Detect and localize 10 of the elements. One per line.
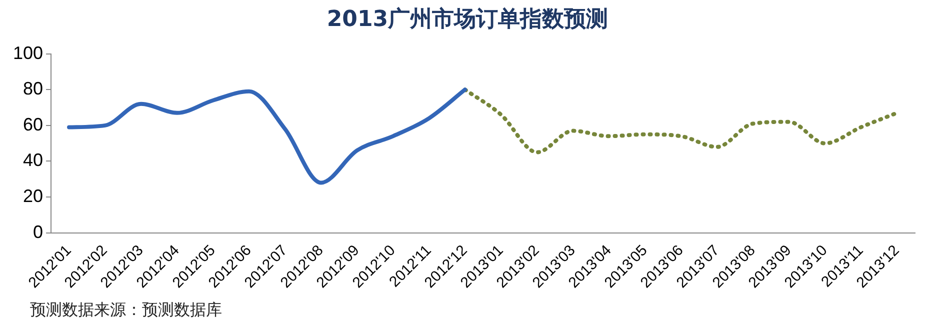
line-series bbox=[67, 88, 468, 185]
y-tick-label: 20 bbox=[23, 186, 44, 206]
y-tick-label: 80 bbox=[23, 78, 44, 99]
chart-title: 2013广州市场订单指数预测 bbox=[326, 6, 610, 34]
y-tick-label: 40 bbox=[23, 150, 44, 170]
y-tick-label: 0 bbox=[33, 222, 44, 242]
y-tick-label: 100 bbox=[12, 42, 44, 63]
line-series bbox=[463, 88, 899, 154]
y-tick-label: 60 bbox=[23, 114, 44, 134]
text: 预测数据来源：预测数据库 bbox=[30, 300, 222, 321]
